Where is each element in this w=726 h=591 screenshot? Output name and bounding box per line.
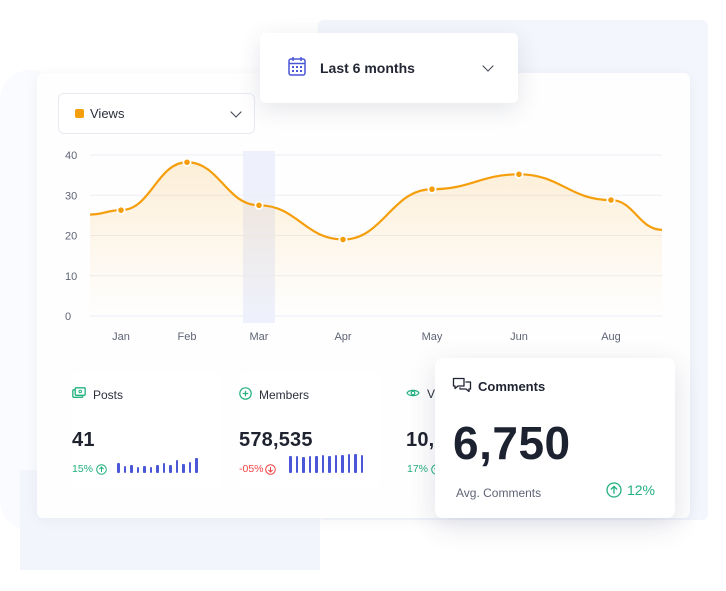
chevron-down-icon (482, 60, 494, 72)
stat-members-header: Members (239, 387, 309, 403)
spark-bar (156, 464, 159, 473)
data-point (429, 186, 435, 193)
stat-posts-sparkbars (117, 453, 202, 473)
stat-views-change-value: 17% (407, 463, 429, 475)
comments-header: Comments (452, 377, 545, 396)
chevron-down-icon (230, 105, 242, 118)
spark-bar (295, 456, 298, 473)
stat-members-value: 578,535 (239, 429, 313, 451)
y-tick-label: 20 (65, 231, 77, 243)
calendar-icon (288, 56, 306, 81)
spark-bar (169, 464, 172, 473)
x-tick-label: Jun (510, 331, 528, 343)
series-dropdown-label: Views (90, 106, 125, 121)
spark-bar (308, 456, 311, 473)
comments-change: 12% (606, 482, 655, 498)
data-point (340, 236, 346, 243)
spark-bar (117, 463, 120, 473)
x-tick-label: Feb (178, 331, 197, 343)
stat-members-label: Members (259, 388, 310, 402)
stat-members-change-value: -05% (239, 463, 264, 475)
posts-icon (72, 387, 93, 402)
stat-posts-label: Posts (93, 387, 124, 402)
stat-posts-header: Posts (72, 387, 123, 402)
spark-bar (360, 455, 363, 473)
x-tick-label: Jan (112, 331, 130, 343)
spark-bar (149, 466, 152, 473)
series-dropdown[interactable]: Views (58, 93, 255, 134)
comments-value: 6,750 (453, 417, 571, 469)
spark-bar (347, 454, 350, 473)
data-point (118, 207, 124, 213)
stat-views-header: Vi (406, 387, 437, 401)
stat-views-label: Vi (427, 387, 438, 401)
comments-change-value: 12% (626, 482, 655, 498)
data-point (256, 202, 262, 209)
period-dropdown-label: Last 6 months (320, 60, 415, 76)
stat-members-change: -05% (239, 463, 276, 475)
chat-bubbles-icon (452, 377, 478, 396)
stat-posts-change: 15% (72, 463, 107, 475)
spark-bar (182, 464, 185, 473)
spark-bar (175, 460, 178, 473)
spark-bar (341, 455, 344, 473)
spark-bar (188, 462, 191, 473)
x-tick-label: Mar (250, 331, 269, 343)
series-color-swatch (75, 109, 84, 118)
comments-subtitle: Avg. Comments (456, 486, 542, 500)
y-tick-label: 40 (65, 150, 77, 162)
y-tick-label: 10 (65, 271, 77, 283)
spark-bar (195, 457, 198, 473)
spark-bar (315, 456, 318, 473)
x-tick-label: Aug (601, 331, 621, 343)
y-tick-label: 30 (65, 190, 77, 202)
stat-posts-change-value: 15% (72, 463, 94, 475)
period-dropdown[interactable]: Last 6 months (260, 33, 518, 103)
spark-bar (289, 456, 292, 473)
arrow-down-circle-icon (264, 463, 276, 475)
spark-bar (136, 466, 139, 473)
x-tick-label: Apr (334, 331, 351, 343)
stat-posts: Posts 41 15% (72, 373, 222, 489)
spark-bar (143, 465, 146, 473)
spark-bar (328, 456, 331, 473)
arrow-up-circle-icon (96, 463, 107, 475)
comments-title: Comments (478, 379, 546, 394)
spark-bar (334, 455, 337, 473)
arrow-up-circle-icon (606, 482, 627, 498)
plus-circle-icon (239, 387, 259, 403)
x-tick-label: May (422, 331, 443, 343)
stat-members: Members 578,535 -05% (239, 373, 379, 489)
data-point (608, 197, 614, 203)
data-point (516, 171, 522, 178)
y-tick-label: 0 (65, 311, 71, 323)
stat-posts-value: 41 (72, 429, 95, 451)
stat-members-sparkbars (289, 453, 367, 473)
spark-bar (162, 463, 165, 473)
spark-bar (321, 455, 324, 473)
spark-bar (354, 454, 357, 473)
spark-bar (302, 457, 305, 473)
data-point (184, 159, 190, 166)
area-fill (90, 162, 662, 316)
eye-icon (406, 387, 427, 401)
spark-bar (123, 465, 126, 473)
comments-card: Comments 6,750 Avg. Comments 12% (435, 358, 675, 518)
spark-bar (130, 464, 133, 473)
